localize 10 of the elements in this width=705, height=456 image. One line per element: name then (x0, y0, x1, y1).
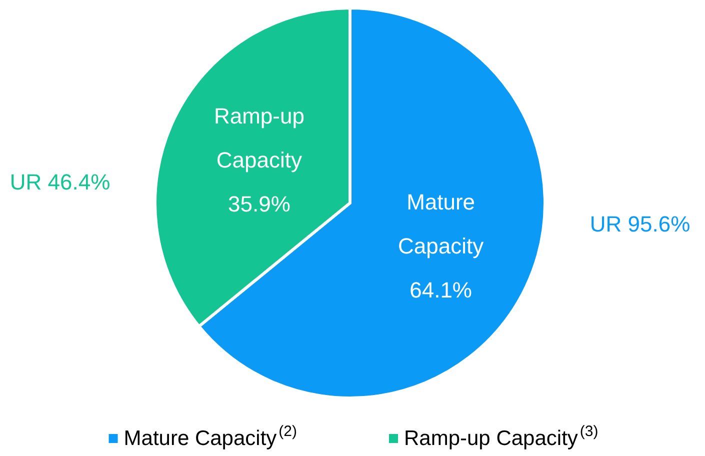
text: (3) (580, 423, 598, 440)
text: UR 46.4% (10, 170, 110, 195)
text: (2) (278, 423, 298, 440)
data-label: 64.1% (410, 278, 472, 303)
data-label: 35.9% (228, 191, 290, 216)
slice-label: Mature Capacity (398, 190, 484, 259)
slice-label: Ramp-up Capacity (214, 103, 304, 172)
legend-label: Mature Capacity (124, 427, 278, 450)
legend-label: Ramp-up Capacity (404, 427, 578, 450)
text: UR 95.6% (590, 211, 690, 236)
